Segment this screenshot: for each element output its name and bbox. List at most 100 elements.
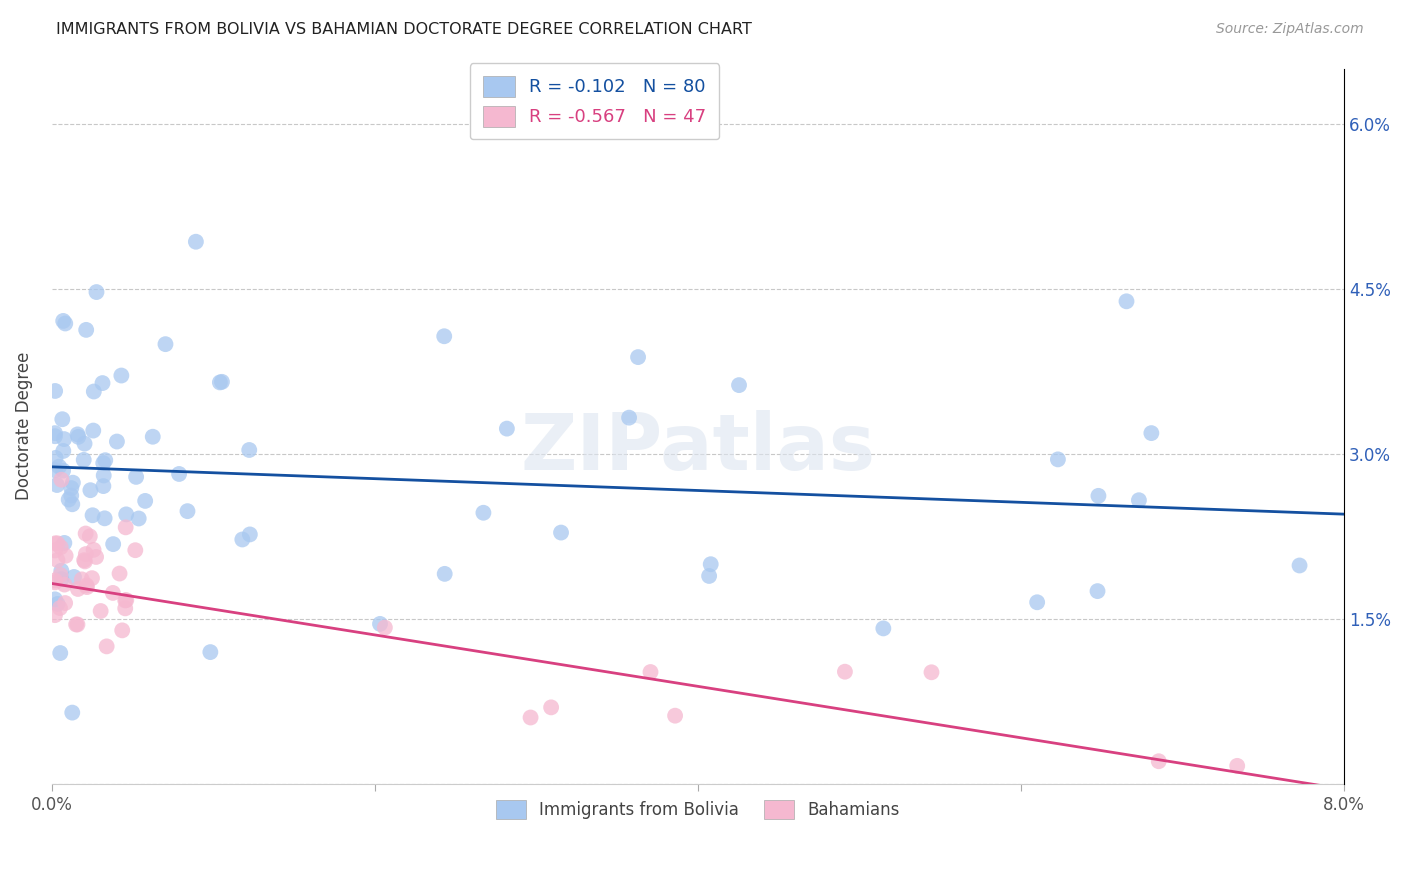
Point: [83, 384, 105, 399]
Point: [79, 529, 101, 543]
Point: [53, 317, 76, 331]
Point: [86, 285, 108, 299]
Point: [114, 601, 136, 615]
Point: [90, 604, 112, 618]
Point: [231, 533, 253, 547]
Point: [124, 543, 146, 558]
Point: [1115, 294, 1137, 309]
Point: [617, 410, 640, 425]
Point: [115, 508, 138, 522]
Point: [66, 617, 89, 632]
Point: [53, 577, 76, 591]
Point: [627, 350, 650, 364]
Y-axis label: Doctorate Degree: Doctorate Degree: [15, 352, 32, 500]
Point: [52, 444, 75, 458]
Point: [239, 527, 262, 541]
Point: [374, 621, 396, 635]
Point: [73, 554, 96, 568]
Point: [540, 700, 562, 714]
Point: [211, 375, 233, 389]
Point: [105, 434, 128, 449]
Point: [66, 582, 89, 596]
Point: [44, 463, 66, 477]
Point: [699, 558, 721, 572]
Point: [44, 592, 66, 607]
Point: [114, 520, 136, 534]
Point: [48, 459, 70, 474]
Point: [697, 569, 720, 583]
Point: [65, 617, 87, 632]
Point: [101, 537, 124, 551]
Point: [664, 708, 686, 723]
Point: [111, 624, 134, 638]
Point: [82, 424, 104, 438]
Point: [60, 497, 83, 511]
Point: [80, 571, 103, 585]
Point: [55, 549, 77, 563]
Point: [550, 525, 572, 540]
Point: [128, 511, 150, 525]
Point: [134, 494, 156, 508]
Point: [238, 442, 260, 457]
Point: [96, 640, 118, 654]
Point: [472, 506, 495, 520]
Point: [60, 481, 83, 495]
Point: [44, 426, 66, 441]
Point: [176, 504, 198, 518]
Point: [44, 536, 66, 550]
Point: [73, 453, 96, 467]
Point: [51, 412, 73, 426]
Point: [91, 456, 114, 470]
Point: [433, 566, 456, 581]
Point: [125, 470, 148, 484]
Point: [200, 645, 222, 659]
Point: [73, 436, 96, 450]
Point: [44, 429, 66, 443]
Point: [49, 541, 72, 555]
Point: [872, 621, 894, 635]
Point: [1226, 759, 1249, 773]
Point: [1147, 754, 1170, 768]
Point: [208, 376, 231, 390]
Point: [1128, 493, 1150, 508]
Point: [73, 553, 96, 567]
Point: [167, 467, 190, 481]
Point: [45, 450, 67, 465]
Point: [44, 574, 66, 588]
Point: [51, 572, 73, 586]
Point: [49, 646, 72, 660]
Point: [49, 601, 72, 615]
Point: [921, 665, 943, 680]
Point: [44, 543, 66, 558]
Point: [76, 580, 98, 594]
Point: [52, 464, 75, 478]
Point: [1046, 452, 1069, 467]
Point: [93, 511, 115, 525]
Point: [83, 542, 105, 557]
Point: [67, 430, 90, 444]
Point: [76, 578, 98, 592]
Point: [44, 608, 66, 623]
Point: [51, 473, 73, 487]
Point: [519, 710, 541, 724]
Point: [63, 570, 86, 584]
Point: [49, 568, 72, 582]
Point: [93, 468, 115, 483]
Point: [108, 566, 131, 581]
Point: [640, 665, 662, 679]
Point: [70, 573, 93, 587]
Point: [75, 323, 97, 337]
Point: [834, 665, 856, 679]
Point: [184, 235, 207, 249]
Text: IMMIGRANTS FROM BOLIVIA VS BAHAMIAN DOCTORATE DEGREE CORRELATION CHART: IMMIGRANTS FROM BOLIVIA VS BAHAMIAN DOCT…: [56, 22, 752, 37]
Text: Source: ZipAtlas.com: Source: ZipAtlas.com: [1216, 22, 1364, 37]
Point: [46, 536, 69, 550]
Point: [53, 596, 76, 610]
Point: [60, 706, 83, 720]
Point: [94, 453, 117, 467]
Point: [46, 597, 69, 611]
Point: [1288, 558, 1310, 573]
Point: [1087, 489, 1109, 503]
Text: ZIPatlas: ZIPatlas: [520, 409, 876, 485]
Point: [496, 422, 519, 436]
